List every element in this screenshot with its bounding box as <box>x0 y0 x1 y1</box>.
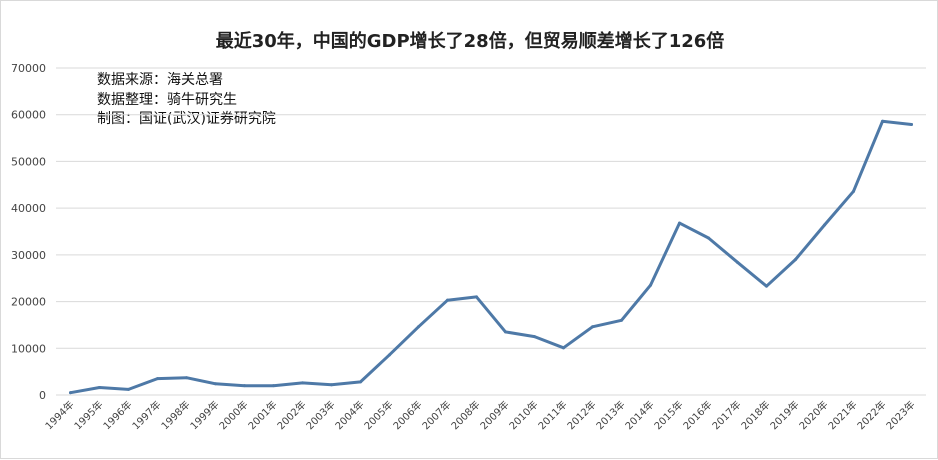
x-tick-label: 2006年 <box>390 398 424 432</box>
x-tick-label: 1996年 <box>100 398 134 432</box>
x-tick-label: 2020年 <box>796 398 830 432</box>
x-tick-label: 2015年 <box>651 398 685 432</box>
x-tick-label: 2022年 <box>854 398 888 432</box>
chart-title: 最近30年，中国的GDP增长了28倍，但贸易顺差增长了126倍 <box>215 31 725 52</box>
data-point <box>620 318 623 322</box>
x-tick-label: 1999年 <box>187 398 221 432</box>
data-point <box>475 295 478 299</box>
data-point <box>330 383 333 387</box>
x-tick-label: 2018年 <box>738 398 772 432</box>
data-point <box>823 223 826 227</box>
x-tick-label: 2004年 <box>332 398 366 432</box>
data-point <box>649 283 652 287</box>
data-point <box>156 377 159 381</box>
x-tick-label: 1994年 <box>42 398 76 432</box>
annotation-data-compiler: 数据整理：骑牛研究生 <box>97 92 237 108</box>
data-point <box>881 119 884 123</box>
x-tick-label: 2013年 <box>593 398 627 432</box>
x-tick-label: 2019年 <box>767 398 801 432</box>
x-tick-label: 2017年 <box>709 398 743 432</box>
data-point <box>301 381 304 385</box>
data-point <box>243 384 246 388</box>
series-line <box>69 119 913 395</box>
x-tick-label: 2011年 <box>535 398 569 432</box>
y-tick-label: 70000 <box>11 62 46 75</box>
data-point <box>794 258 797 262</box>
data-point <box>736 260 739 264</box>
data-point <box>272 384 275 388</box>
x-tick-label: 2023年 <box>883 398 917 432</box>
x-tick-label: 2001年 <box>245 398 279 432</box>
data-point <box>707 236 710 240</box>
x-tick-label: 1998年 <box>158 398 192 432</box>
x-tick-label: 2021年 <box>825 398 859 432</box>
x-tick-label: 2005年 <box>361 398 395 432</box>
x-tick-label: 2010年 <box>506 398 540 432</box>
y-tick-label: 60000 <box>11 109 46 122</box>
y-tick-label: 0 <box>39 389 46 402</box>
x-tick-label: 1995年 <box>71 398 105 432</box>
data-point <box>852 189 855 193</box>
data-point <box>504 330 507 334</box>
data-point <box>127 387 130 391</box>
data-point <box>765 284 768 288</box>
data-point <box>417 325 420 329</box>
y-tick-label: 40000 <box>11 202 46 215</box>
x-tick-label: 2003年 <box>303 398 337 432</box>
annotation-data-source: 数据来源：海关总署 <box>97 72 223 88</box>
y-tick-label: 30000 <box>11 249 46 262</box>
x-tick-label: 2007年 <box>419 398 453 432</box>
x-tick-label: 2002年 <box>274 398 308 432</box>
x-tick-label: 2016年 <box>680 398 714 432</box>
data-point <box>591 325 594 329</box>
data-point <box>910 123 913 127</box>
y-tick-label: 20000 <box>11 296 46 309</box>
data-point <box>185 376 188 380</box>
x-tick-label: 2012年 <box>564 398 598 432</box>
data-point <box>533 335 536 339</box>
x-tick-label: 2000年 <box>216 398 250 432</box>
x-tick-label: 2014年 <box>622 398 656 432</box>
x-tick-label: 1997年 <box>129 398 163 432</box>
data-point <box>446 298 449 302</box>
data-point <box>214 382 217 386</box>
data-point <box>69 391 72 395</box>
x-tick-label: 2009年 <box>477 398 511 432</box>
data-point <box>562 346 565 350</box>
x-tick-label: 2008年 <box>448 398 482 432</box>
data-point <box>388 353 391 357</box>
y-tick-label: 10000 <box>11 342 46 355</box>
data-point <box>98 386 101 390</box>
y-tick-label: 50000 <box>11 155 46 168</box>
data-point <box>678 221 681 225</box>
data-point <box>359 380 362 384</box>
